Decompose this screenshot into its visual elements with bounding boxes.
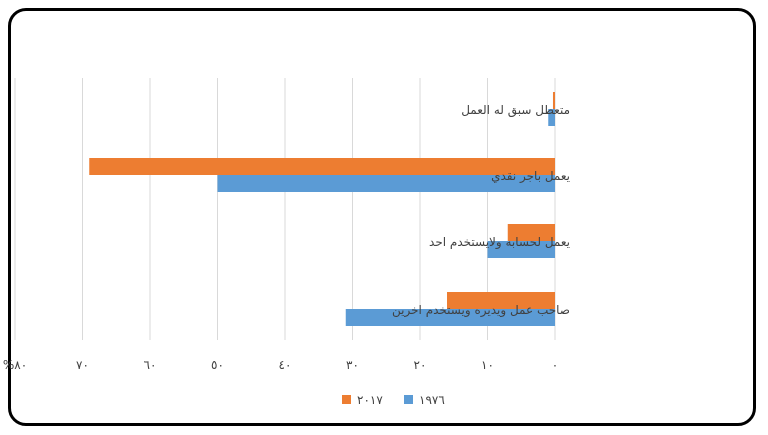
legend-label: ١٩٧٦	[419, 393, 445, 407]
category-label: متعطل سبق له العمل	[461, 103, 570, 118]
bar-series-1	[447, 292, 555, 309]
x-tick-label: ٤٠	[279, 358, 292, 372]
bar-series-1	[507, 224, 555, 241]
x-tick-label: ٧٠	[76, 358, 89, 372]
bar-series-2	[487, 241, 555, 258]
legend-swatch	[404, 395, 413, 404]
x-tick-label: ٠	[552, 358, 558, 372]
x-tick-label: %٨٠	[3, 358, 27, 372]
x-tick-label: ١٠	[481, 358, 494, 372]
category-label: يعمل لحسابه ولايستخدم احد	[429, 235, 570, 250]
bar-series-1	[552, 92, 555, 109]
bar-series-1	[89, 158, 555, 175]
bar-series-2	[548, 109, 555, 126]
x-tick-label: ٥٠	[211, 358, 224, 372]
chart-frame	[8, 8, 756, 426]
x-tick-label: ٣٠	[346, 358, 359, 372]
legend-swatch	[342, 395, 351, 404]
x-tick-label: ٦٠	[144, 358, 157, 372]
category-label: يعمل باجر نقدي	[491, 169, 570, 184]
bar-series-2	[217, 175, 555, 192]
category-label: صاحب عمل ويديره ويستخدم اخرين	[392, 303, 570, 318]
bar-series-2	[345, 309, 555, 326]
x-tick-label: ٢٠	[414, 358, 427, 372]
legend-label: ٢٠١٧	[357, 393, 383, 407]
